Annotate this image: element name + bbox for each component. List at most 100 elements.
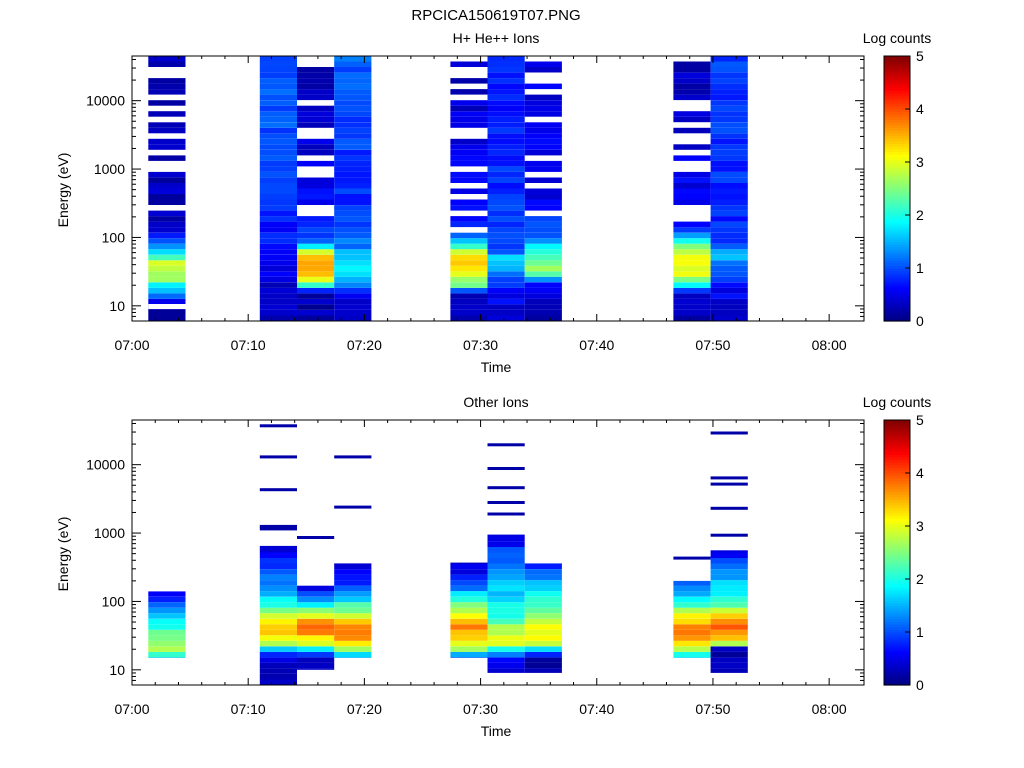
heatmap-cell: [297, 668, 335, 670]
colorbar-segment: [884, 510, 910, 514]
heatmap-cell: [334, 116, 372, 123]
heatmap-cell: [259, 83, 297, 90]
heatmap-cell: [710, 276, 748, 283]
heatmap-cell: [524, 111, 562, 117]
heatmap-cell: [673, 111, 711, 117]
x-tick-label: 07:20: [347, 701, 382, 717]
colorbar-segment: [884, 671, 910, 675]
heatmap-cell: [297, 646, 335, 652]
heatmap-cell: [710, 243, 748, 250]
heatmap-cell: [524, 298, 562, 305]
heatmap-line: [710, 506, 748, 510]
heatmap-cell: [487, 122, 525, 128]
colorbar-segment: [884, 305, 910, 309]
heatmap-cell: [487, 315, 525, 321]
panel-bottom: Other Ions 07:00 07:10 07:20 07:30 07:40 07:5…: [55, 394, 931, 739]
colorbar-segment: [884, 183, 910, 187]
heatmap-cell: [334, 563, 372, 569]
colorbar-segment: [884, 679, 910, 683]
colorbar-segment: [884, 313, 910, 317]
heatmap-cell: [673, 67, 711, 73]
colorbar-segment: [884, 427, 910, 432]
colorbar-segment: [884, 422, 910, 426]
colorbar-segment: [884, 307, 910, 311]
heatmap-cell: [259, 651, 297, 658]
colorbar-segment: [884, 318, 910, 322]
heatmap-cell: [487, 547, 525, 553]
heatmap-cell: [710, 166, 748, 172]
heatmap-cell: [487, 105, 525, 112]
heatmap-cell: [259, 545, 297, 547]
heatmap-cell: [334, 651, 372, 658]
heatmap-cell: [334, 188, 372, 194]
heatmap-cell: [710, 249, 748, 255]
heatmap-cell: [450, 105, 488, 112]
heatmap-cell: [673, 221, 711, 228]
colorbar-segment: [884, 682, 910, 686]
heatmap-cell: [259, 679, 297, 685]
heatmap-cell: [334, 144, 372, 150]
heatmap-cell: [487, 155, 525, 161]
heatmap-cell: [524, 61, 562, 67]
heatmap-cell: [148, 199, 186, 205]
heatmap-cell: [259, 249, 297, 255]
heatmap-cell: [487, 613, 525, 619]
heatmap-cell: [297, 111, 335, 117]
heatmap-cell: [450, 171, 488, 178]
heatmap-cell: [450, 607, 488, 614]
colorbar-segment: [884, 605, 910, 609]
heatmap-cell: [259, 293, 297, 299]
colorbar-segment: [884, 66, 910, 70]
heatmap-cell: [334, 624, 372, 630]
heatmap-cell: [487, 227, 525, 233]
heatmap-cell: [148, 138, 186, 145]
heatmap-cell: [710, 216, 748, 222]
heatmap-cell: [710, 221, 748, 228]
heatmap-cell: [450, 116, 488, 123]
heatmap-cell: [334, 183, 372, 189]
heatmap-cell: [334, 171, 372, 178]
colorbar-segment: [884, 275, 910, 280]
heatmap-cell: [259, 171, 297, 178]
heatmap-cell: [487, 310, 525, 316]
heatmap-cell: [297, 662, 335, 669]
colorbar-segment: [884, 467, 910, 471]
heatmap-cell: [297, 602, 335, 608]
heatmap-cell: [450, 111, 488, 117]
heatmap-cell: [524, 249, 562, 255]
colorbar-segment: [884, 291, 910, 296]
colorbar-segment: [884, 281, 910, 285]
colorbar-segment: [884, 124, 910, 129]
heatmap-cell: [334, 155, 372, 161]
heatmap-cell: [487, 541, 525, 547]
heatmap-cell: [297, 596, 335, 603]
colorbar-tick-label: 2: [916, 207, 924, 223]
heatmap-cell: [450, 61, 488, 67]
heatmap-cell: [148, 127, 186, 134]
colorbar-segment: [884, 138, 910, 142]
colorbar-segment: [884, 499, 910, 503]
colorbar-segment: [884, 465, 910, 469]
y-tick-label: 1000: [94, 161, 125, 177]
colorbar-segment: [884, 207, 910, 211]
heatmap-cell: [259, 155, 297, 161]
heatmap-cell: [710, 227, 748, 233]
colorbar-segment: [884, 260, 910, 264]
colorbar-segment: [884, 180, 910, 184]
heatmap-cell: [710, 205, 748, 211]
heatmap-cell: [487, 160, 525, 167]
colorbar-segment: [884, 637, 910, 641]
heatmap-cell: [524, 271, 562, 277]
heatmap-cell: [524, 315, 562, 321]
heatmap-cell: [524, 238, 562, 244]
heatmap-cell: [487, 232, 525, 239]
spectrogram-column: [673, 61, 711, 321]
heatmap-cell: [487, 662, 525, 669]
colorbar-segment: [884, 241, 910, 245]
heatmap-cell: [450, 138, 488, 145]
colorbar-segment: [884, 512, 910, 516]
heatmap-cell: [524, 265, 562, 272]
spectrogram-column: [450, 562, 488, 658]
heatmap-cell: [487, 585, 525, 592]
